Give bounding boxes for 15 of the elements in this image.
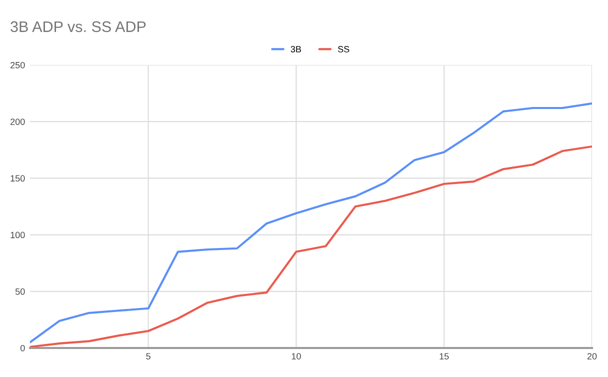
x-tick-label: 10: [292, 353, 301, 360]
x-tick-label: 5: [146, 353, 150, 360]
y-tick-label: 200: [10, 118, 25, 125]
x-tick-label: 15: [440, 353, 449, 360]
y-tick-label: 150: [10, 175, 25, 182]
legend-label: SS: [338, 46, 350, 52]
x-tick-label: 20: [587, 353, 597, 360]
line-series: [30, 145, 592, 348]
y-tick-label: 0: [20, 344, 25, 352]
y-tick-label: 250: [10, 62, 25, 68]
legend-label: 3B: [290, 46, 301, 52]
chart-title: 3B ADP vs. SS ADP: [10, 21, 146, 32]
y-tick-label: 50: [15, 288, 25, 295]
line-series: [30, 102, 592, 344]
y-tick-label: 100: [10, 232, 25, 238]
